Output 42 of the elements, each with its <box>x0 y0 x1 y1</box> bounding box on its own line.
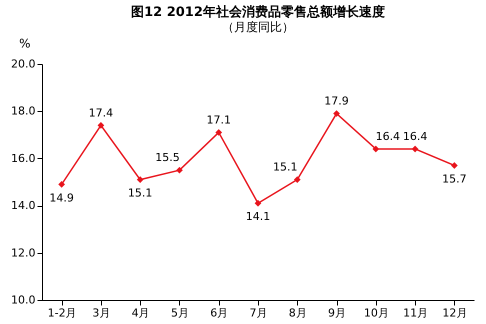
data-label: 15.1 <box>273 160 298 174</box>
data-label: 16.4 <box>402 130 428 143</box>
point <box>412 146 418 152</box>
chart-title: 图12 2012年社会消费品零售总额增长速度 <box>131 4 385 20</box>
x-tick-label: 6月 <box>210 306 228 320</box>
point <box>372 146 380 152</box>
point <box>58 181 65 188</box>
data-label: 15.7 <box>442 172 467 186</box>
x-tick-label: 10月 <box>364 306 389 320</box>
data-label: 16.4 <box>376 130 400 143</box>
data-label: 14.9 <box>49 191 74 204</box>
point <box>451 162 458 169</box>
data-label: 17.4 <box>88 106 114 120</box>
point <box>176 166 183 174</box>
point <box>294 176 301 183</box>
data-label: 17.1 <box>206 113 231 126</box>
y-tick-label: 14.0 <box>11 199 36 212</box>
x-tick-label: 1-2月 <box>48 306 77 320</box>
y-axis-title: % <box>19 36 30 50</box>
y-tick-label: 18.0 <box>11 104 36 118</box>
x-tick-label: 7月 <box>250 306 268 320</box>
point <box>215 129 222 136</box>
x-tick-label: 9月 <box>328 306 346 320</box>
data-label: 15.5 <box>155 151 180 164</box>
y-tick-label: 10.0 <box>11 294 36 306</box>
x-tick-label: 12月 <box>442 306 468 320</box>
chart-subtitle: （月度同比） <box>222 20 294 34</box>
point <box>333 110 340 117</box>
x-tick-label: 3月 <box>92 306 110 320</box>
point <box>98 122 104 129</box>
x-tick-label: 4月 <box>132 306 150 320</box>
data-label: 15.1 <box>128 186 152 200</box>
x-tick-label: 8月 <box>288 306 307 320</box>
data-label: 17.9 <box>324 94 349 108</box>
x-tick-label: 5月 <box>170 306 189 320</box>
x-tick-label: 11月 <box>403 306 428 320</box>
point <box>254 200 262 207</box>
point <box>136 176 144 183</box>
y-tick-label: 16.0 <box>11 152 36 165</box>
y-tick-label: 20.0 <box>11 58 36 70</box>
y-tick-label: 12.0 <box>11 246 36 260</box>
data-label: 14.1 <box>246 210 270 224</box>
